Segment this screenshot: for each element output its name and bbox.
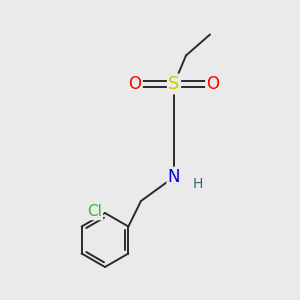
Text: Cl: Cl — [87, 204, 102, 219]
Text: S: S — [168, 75, 180, 93]
Text: O: O — [206, 75, 220, 93]
Text: N: N — [168, 168, 180, 186]
Text: H: H — [193, 178, 203, 191]
Text: O: O — [128, 75, 142, 93]
